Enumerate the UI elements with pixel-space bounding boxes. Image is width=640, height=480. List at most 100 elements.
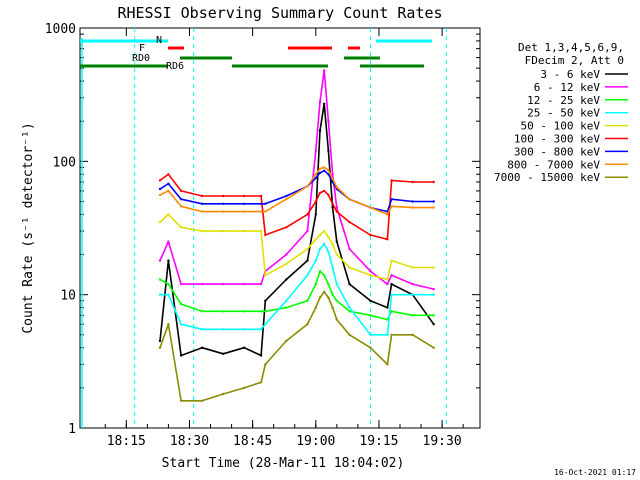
series-point-6 (390, 198, 393, 201)
legend-header-line-1: Det 1,3,4,5,6,9, (518, 41, 624, 54)
series-point-8 (306, 323, 309, 326)
flag-label-rd0: RD0 (132, 53, 150, 64)
series-point-0 (285, 278, 288, 281)
y-tick-label: 1000 (45, 22, 76, 37)
series-point-5 (331, 202, 334, 205)
series-point-0 (323, 102, 326, 106)
series-point-7 (167, 189, 170, 193)
series-point-6 (323, 169, 326, 172)
series-point-3 (327, 250, 330, 253)
series-point-7 (432, 206, 435, 209)
series-point-8 (314, 306, 317, 309)
series-point-5 (327, 193, 330, 197)
series-point-5 (264, 233, 267, 237)
series-point-1 (331, 173, 334, 176)
legend-label-6: 300 - 800 keV (514, 145, 600, 158)
series-point-4 (386, 278, 389, 281)
series-point-5 (432, 180, 435, 184)
series-point-3 (432, 293, 435, 296)
legend-label-4: 50 - 100 keV (521, 120, 601, 133)
series-point-5 (259, 194, 263, 198)
series-point-2 (331, 293, 334, 296)
y-tick-label: 10 (60, 289, 76, 304)
series-point-6 (285, 194, 288, 198)
series-point-1 (306, 229, 309, 233)
series-point-8 (158, 346, 162, 349)
series-point-3 (386, 333, 389, 336)
series-point-8 (264, 363, 267, 366)
x-axis-label: Start Time (28-Mar-11 18:04:02) (162, 456, 405, 471)
series-point-2 (323, 274, 326, 277)
series-point-8 (327, 296, 330, 299)
series-point-2 (222, 310, 225, 313)
series-point-2 (318, 270, 322, 273)
flag-label-f: F (139, 43, 145, 54)
series-point-3 (243, 328, 246, 331)
series-point-0 (318, 129, 322, 132)
series-point-3 (323, 242, 326, 246)
series-point-7 (179, 205, 183, 208)
y-axis-label: Count Rate (s⁻¹ detector⁻¹) (21, 122, 36, 333)
series-point-4 (222, 229, 225, 233)
series-point-5 (222, 194, 225, 198)
series-line-7 (159, 166, 434, 216)
series-point-3 (390, 293, 393, 296)
series-point-2 (411, 314, 414, 317)
series-point-6 (222, 202, 225, 205)
series-point-5 (306, 213, 309, 216)
series-point-8 (200, 399, 204, 402)
series-point-1 (432, 287, 435, 291)
series-point-3 (335, 282, 338, 286)
series-point-2 (327, 282, 330, 286)
series-point-4 (335, 253, 338, 256)
series-point-7 (411, 206, 414, 209)
series-line-5 (159, 173, 434, 241)
series-point-3 (179, 323, 183, 326)
series-point-0 (335, 240, 338, 243)
series-point-0 (348, 282, 351, 286)
series-point-1 (323, 69, 326, 72)
series-point-7 (259, 210, 263, 213)
series-point-6 (432, 200, 435, 203)
series-point-4 (243, 229, 246, 233)
series-point-7 (327, 168, 330, 172)
x-tick-label: 18:15 (107, 434, 146, 449)
series-point-0 (264, 299, 267, 302)
series-point-8 (331, 306, 334, 309)
series-point-0 (200, 346, 204, 349)
series-point-2 (390, 310, 393, 313)
x-tick-label: 18:45 (233, 434, 272, 449)
series-point-6 (259, 202, 263, 205)
series-point-3 (306, 274, 309, 277)
legend-label-8: 7000 - 15000 keV (494, 171, 600, 184)
series-point-1 (411, 282, 414, 286)
series-point-2 (259, 310, 263, 313)
series-point-6 (243, 202, 246, 205)
series-point-8 (432, 346, 435, 349)
series-point-5 (158, 179, 162, 182)
series-point-2 (348, 310, 351, 313)
series-point-2 (243, 310, 246, 313)
series-point-8 (167, 323, 170, 326)
series-point-7 (348, 198, 351, 201)
series-point-0 (167, 259, 170, 262)
legend-label-5: 100 - 300 keV (514, 133, 600, 146)
series-point-1 (318, 100, 322, 103)
x-tick-label: 18:30 (170, 434, 209, 449)
series-point-7 (323, 166, 326, 169)
series-point-1 (259, 282, 263, 286)
series-point-0 (331, 206, 334, 209)
series-line-6 (159, 169, 434, 213)
series-point-1 (369, 270, 372, 273)
series-point-1 (179, 282, 183, 286)
series-point-7 (222, 210, 225, 213)
series-point-5 (335, 210, 338, 213)
series-point-3 (318, 247, 322, 251)
series-point-4 (306, 247, 309, 251)
series-point-4 (264, 274, 267, 277)
series-point-2 (264, 310, 267, 313)
series-point-4 (411, 266, 414, 269)
series-point-1 (390, 274, 393, 277)
series-point-1 (348, 247, 351, 251)
